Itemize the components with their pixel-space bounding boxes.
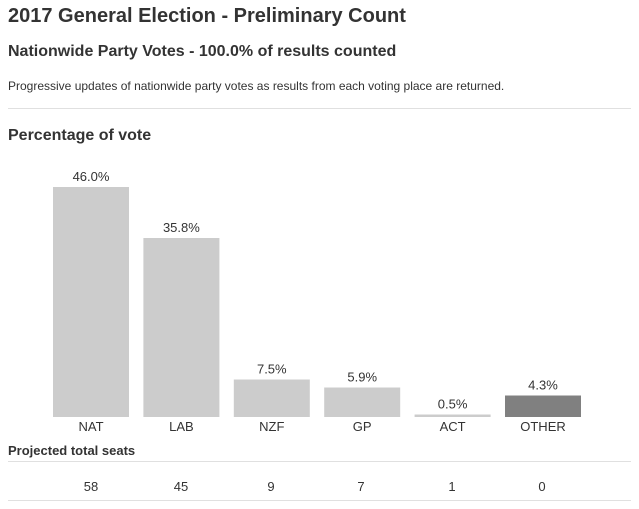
- seat-count-nat: 58: [83, 479, 99, 494]
- bar-nzf: [233, 379, 310, 417]
- seat-count-lab: 45: [173, 479, 189, 494]
- value-label-nzf: 7.5%: [257, 362, 287, 377]
- seat-count-act: 1: [448, 479, 456, 494]
- category-label-nzf: NZF: [259, 419, 284, 434]
- value-label-other: 4.3%: [528, 378, 558, 393]
- bar-lab: [143, 238, 220, 417]
- category-label-act: ACT: [440, 419, 466, 434]
- category-label-other: OTHER: [520, 419, 566, 434]
- value-label-act: 0.5%: [438, 397, 468, 412]
- bar-act: [414, 414, 491, 417]
- seats-heading: Projected total seats: [8, 443, 136, 458]
- chart-heading: Percentage of vote: [8, 127, 152, 144]
- bar-gp: [324, 387, 401, 417]
- value-label-nat: 46.0%: [73, 169, 110, 184]
- value-label-gp: 5.9%: [347, 370, 377, 385]
- bar-other: [505, 395, 581, 417]
- seat-count-other: 0: [538, 479, 546, 494]
- seats-top-divider: [8, 461, 631, 462]
- seat-count-gp: 7: [357, 479, 365, 494]
- category-label-gp: GP: [353, 419, 372, 434]
- bar-nat: [53, 187, 129, 417]
- category-label-lab: LAB: [169, 419, 194, 434]
- seat-count-nzf: 9: [267, 479, 275, 494]
- page-subtitle: Nationwide Party Votes - 100.0% of resul…: [8, 43, 397, 60]
- category-label-nat: NAT: [78, 419, 103, 434]
- seats-bottom-divider: [8, 500, 631, 501]
- value-label-lab: 35.8%: [163, 220, 200, 235]
- divider: [8, 108, 631, 109]
- vote-share-bar-chart: 46.0% NAT 35.8% LAB 7.5% NZF 5.9% GP 0.5% ACT 4.3%…: [53, 169, 581, 434]
- page-description: Progressive updates of nationwide party …: [8, 79, 505, 93]
- page-title: 2017 General Election - Preliminary Coun…: [8, 5, 406, 27]
